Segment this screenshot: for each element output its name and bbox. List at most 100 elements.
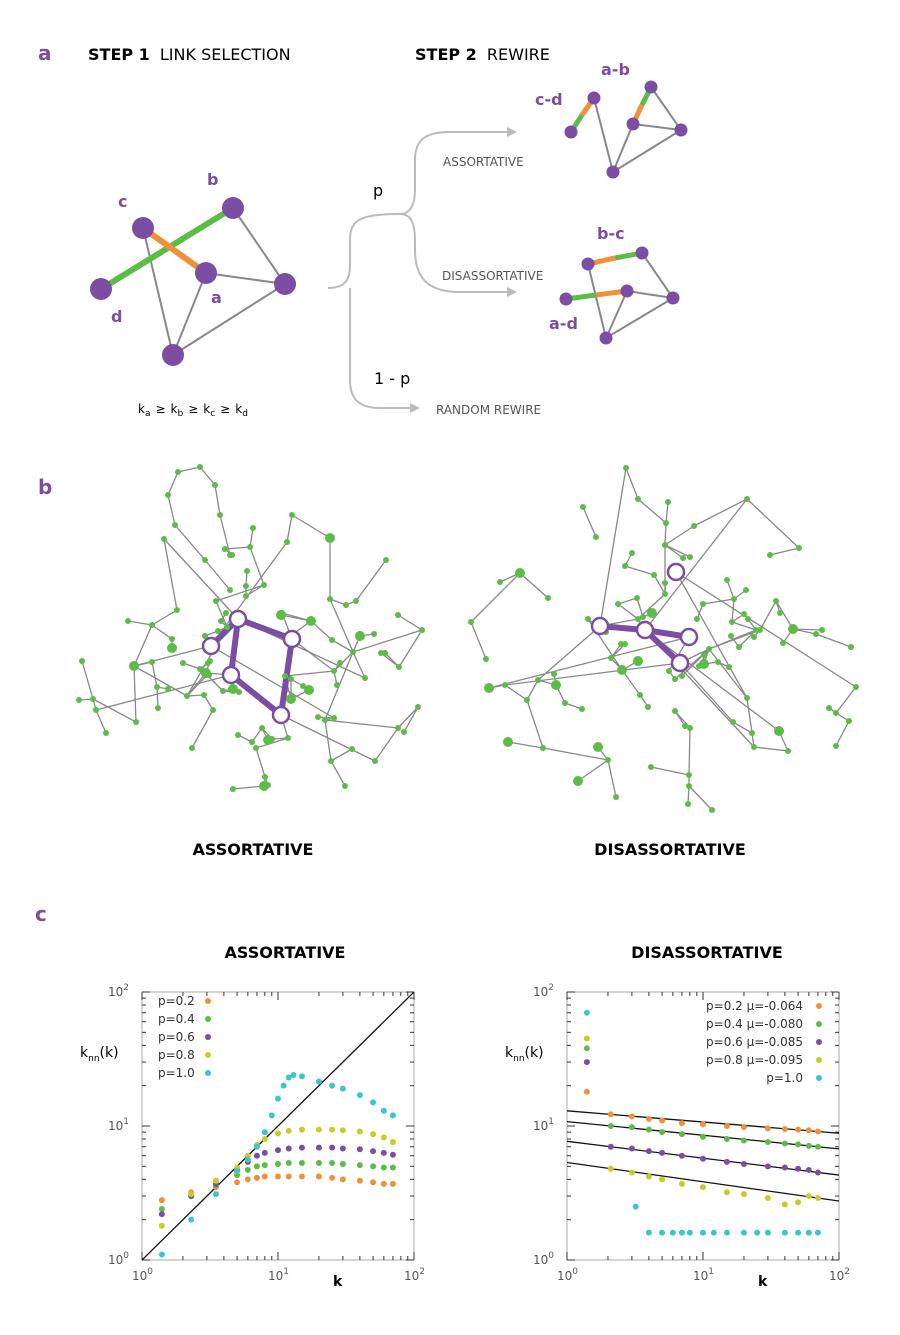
hub-edge <box>236 616 294 642</box>
network-edge <box>644 498 748 631</box>
y-tick-label: 101 <box>533 1117 554 1133</box>
network-edge <box>352 629 423 653</box>
network-edge <box>664 544 691 558</box>
network-node <box>585 616 591 622</box>
network-node <box>562 700 568 706</box>
network-node <box>780 640 786 646</box>
network-node <box>700 601 706 607</box>
network-node <box>304 685 314 695</box>
network-edge <box>564 702 583 710</box>
network-node <box>349 746 355 752</box>
data-point <box>339 1127 346 1134</box>
network-edge <box>665 501 669 524</box>
network-node <box>129 661 139 671</box>
data-point <box>275 1147 281 1154</box>
network-node <box>184 693 190 699</box>
data-point <box>261 1135 268 1142</box>
data-point <box>805 1127 812 1134</box>
network-edge <box>167 471 179 496</box>
data-point <box>678 1131 685 1138</box>
data-point <box>261 1149 268 1156</box>
data-point <box>339 1161 346 1168</box>
network-node <box>540 745 546 751</box>
data-point <box>678 1229 685 1236</box>
network-left-label: ASSORTATIVE <box>193 840 314 859</box>
data-point <box>253 1163 260 1170</box>
y-axis-label: knn(k) <box>505 1045 544 1064</box>
network-node <box>682 723 688 729</box>
network-node <box>615 601 621 607</box>
network-edge <box>653 574 666 595</box>
network-node <box>247 544 253 550</box>
network-node <box>76 697 82 703</box>
network-node <box>243 593 249 599</box>
network-edge <box>151 661 158 688</box>
network-edge <box>617 597 638 605</box>
data-point <box>158 1251 165 1258</box>
data-point <box>298 1144 305 1151</box>
network-node <box>328 758 334 764</box>
network-node <box>633 656 643 666</box>
data-point <box>268 1112 275 1119</box>
network-node <box>672 708 678 714</box>
network-node <box>728 633 734 639</box>
network-node <box>222 546 228 552</box>
data-point <box>659 1129 666 1136</box>
data-point <box>723 1189 730 1196</box>
data-point <box>389 1138 396 1145</box>
data-point <box>389 1151 396 1158</box>
network-node <box>169 636 175 642</box>
network-edge <box>384 652 400 668</box>
legend-dot <box>205 1016 211 1022</box>
data-point <box>380 1164 387 1171</box>
data-point <box>700 1121 706 1128</box>
network-node <box>371 631 377 637</box>
legend-dot <box>816 1057 822 1063</box>
network-node <box>484 683 494 693</box>
network-node <box>545 595 551 601</box>
network-edge <box>650 766 690 776</box>
network-node <box>685 801 691 807</box>
network-node <box>343 602 349 608</box>
network-edge <box>577 759 609 782</box>
network-edge <box>127 620 153 626</box>
network-node <box>622 563 628 569</box>
network-node <box>680 555 686 561</box>
network-edge <box>731 598 735 623</box>
network-node <box>79 658 85 664</box>
network-node <box>284 539 290 545</box>
legend-label: p=0.8 <box>158 1048 195 1062</box>
data-point <box>329 1174 336 1181</box>
data-point <box>244 1156 251 1163</box>
data-point <box>700 1229 706 1236</box>
disassortative-branch-label: DISASSORTATIVE <box>442 269 543 283</box>
data-point <box>628 1124 635 1131</box>
network-node <box>813 631 819 637</box>
data-point <box>298 1159 305 1166</box>
network-node <box>749 730 755 736</box>
network-node <box>279 610 285 616</box>
network-edge <box>617 603 639 620</box>
hub-node <box>271 705 291 725</box>
data-point <box>632 1203 639 1210</box>
network-edge <box>636 597 644 618</box>
network-edge <box>291 514 331 539</box>
data-point <box>686 1229 693 1236</box>
network-node <box>745 616 751 622</box>
network-edge <box>249 527 254 548</box>
network-edge <box>607 759 617 798</box>
network-node <box>213 598 219 604</box>
network-edge <box>330 748 353 762</box>
data-point <box>285 1074 292 1081</box>
network-node <box>331 668 337 674</box>
y-axis-label: knn(k) <box>80 1045 119 1064</box>
network-node <box>350 649 356 655</box>
assortative-branch-label: ASSORTATIVE <box>443 155 524 169</box>
data-point <box>805 1193 812 1200</box>
network-node <box>503 737 513 747</box>
network-node <box>282 673 288 679</box>
legend-dot <box>816 1075 822 1081</box>
network-node <box>419 627 425 633</box>
data-point <box>678 1152 685 1159</box>
